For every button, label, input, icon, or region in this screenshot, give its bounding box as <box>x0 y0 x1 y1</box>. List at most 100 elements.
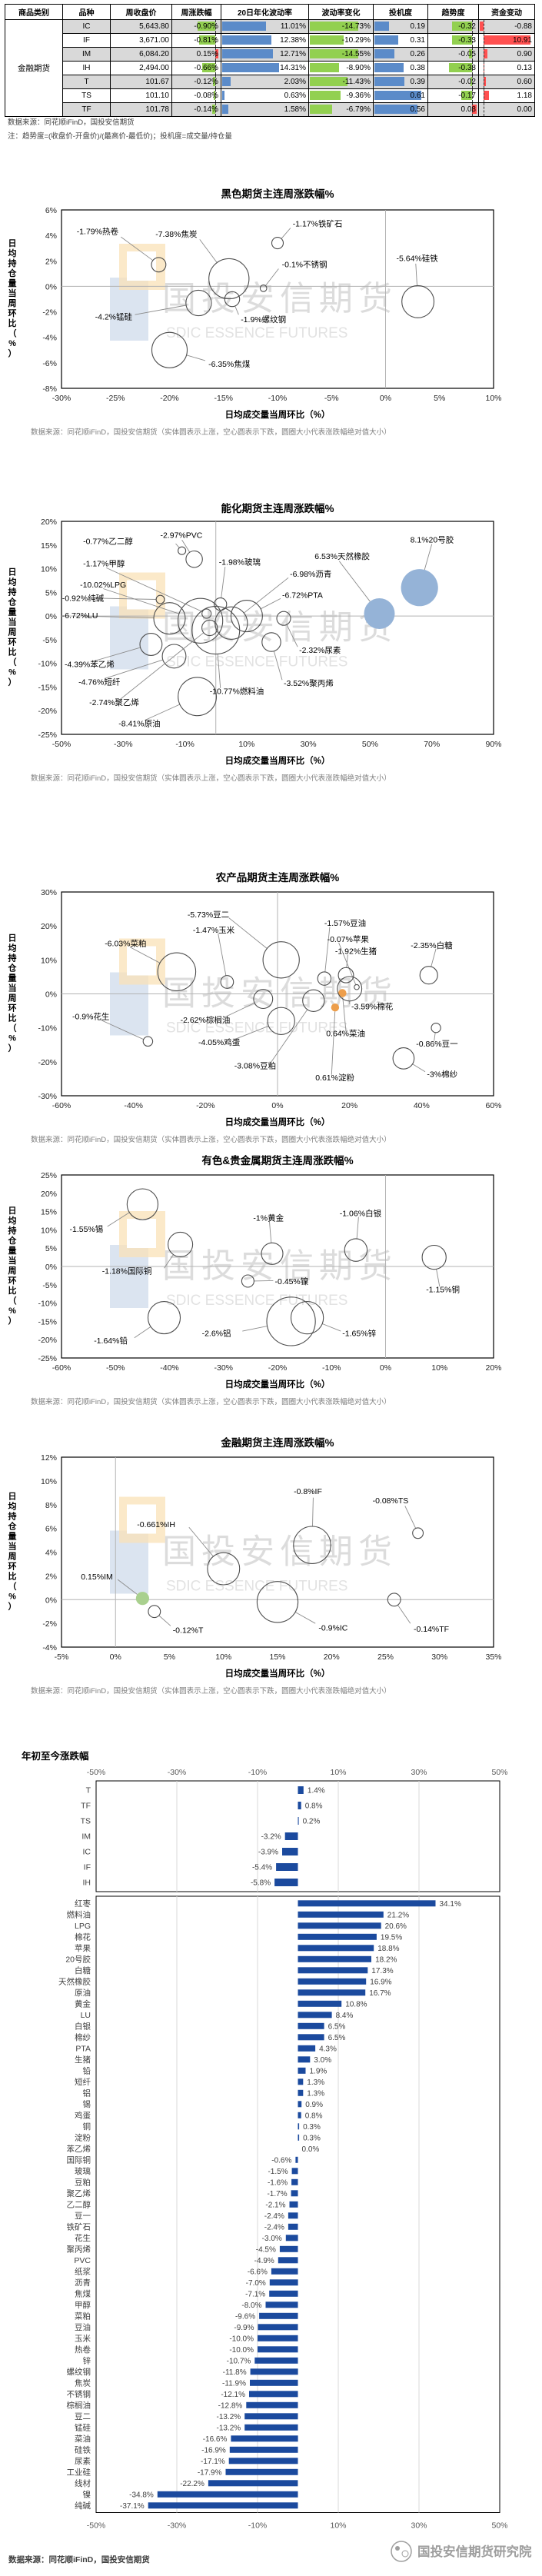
bar-value-豆一: -2.4% <box>264 2212 284 2221</box>
bubble-label-不锈钢: -0.1%不锈钢 <box>282 260 328 270</box>
bar-value-聚乙烯: -1.7% <box>267 2190 287 2198</box>
x-tick: 10% <box>238 740 254 749</box>
x-tick: -40% <box>124 1101 143 1110</box>
bubble-chart-energy-svg: 能化期货主连周涨跌幅% 国投安信期货 SDIC ESSENCE FUTURES -50… <box>8 502 502 783</box>
leader-line-玉米 <box>218 933 227 976</box>
bubble-label-白糖: -2.35%白糖 <box>411 940 453 950</box>
y-axis-title-char: 比 <box>8 1571 17 1582</box>
bar-燃料油 <box>298 1911 384 1918</box>
bar-value-铜: 0.3% <box>303 2123 321 2132</box>
bar-value-原油: 16.7% <box>369 1989 391 1998</box>
x-tick: -10% <box>268 394 288 403</box>
bar-螺纹钢 <box>250 2368 298 2375</box>
bubble-label-生猪: -1.92%生猪 <box>335 946 377 956</box>
bar-TF <box>298 1802 301 1809</box>
y-axis-title-char: 持 <box>8 1511 17 1522</box>
bar-category-豆粕: 豆粕 <box>75 2177 91 2187</box>
close-cell: 2,494.00 <box>110 61 172 75</box>
table-row-IM: IM 6,084.20 0.15% 12.71% -14.55% 0.26 -0.05 0.9… <box>5 47 535 62</box>
y-axis-title-char: % <box>8 1034 16 1043</box>
bubble-苹果 <box>354 983 360 990</box>
bar-value-燃料油: 21.2% <box>387 1911 409 1919</box>
bar-category-黄金: 黄金 <box>75 1999 91 2009</box>
bubble-label-短纤: -4.76%短纤 <box>78 677 121 687</box>
chart-source-note: 数据来源：同花顺iFinD，国投安信期货（实体圆表示上涨，空心圆表示下跌，圆圈大… <box>31 428 391 437</box>
y-axis-title-char: % <box>8 1593 16 1602</box>
bar-value-苹果: 18.8% <box>377 1945 399 1953</box>
x-tick: 70% <box>424 740 440 749</box>
y-tick: 15% <box>41 1208 57 1217</box>
bubble-铝 <box>266 1296 316 1346</box>
bar-category-原油: 原油 <box>75 1988 91 1998</box>
x-tick: 35% <box>485 1652 501 1662</box>
y-axis-title-char: （ <box>8 657 17 667</box>
ytd-bar-chart-svg: 年初至今涨跌幅 -50% -30% -10% 10% 30% 50% T 1.4% TF 0.8% T… <box>8 1750 532 2564</box>
bar-白银 <box>298 2022 324 2029</box>
bar-category-玻璃: 玻璃 <box>75 2166 91 2176</box>
bar-value-IH: -5.8% <box>251 1879 271 1888</box>
bubble-label-乙二醇: -0.77%乙二醇 <box>83 537 133 547</box>
bar-value-淀粉: 0.3% <box>303 2134 321 2142</box>
bar-value-白银: 6.5% <box>328 2022 346 2031</box>
bar-不锈钢 <box>249 2391 298 2398</box>
y-tick: 10% <box>41 1226 57 1235</box>
bar-乙二醇 <box>289 2201 298 2208</box>
bar-聚乙烯 <box>291 2190 298 2197</box>
leader-line-热卷 <box>121 236 154 261</box>
leader-line-LPG <box>103 588 180 614</box>
brand-logo-icon <box>391 2541 412 2562</box>
bubble-chart-financial: 金融期货主连周涨跌幅% 国投安信期货 SDIC ESSENCE FUTURES -5%… <box>0 1434 542 1703</box>
bubble-锰硅 <box>185 289 212 317</box>
y-tick: 20% <box>41 922 57 931</box>
close-cell: 101.10 <box>110 88 172 103</box>
x-tick-bottom: 30% <box>411 2521 427 2531</box>
y-axis-title-char: ） <box>8 1043 17 1053</box>
bar-生猪 <box>298 2056 311 2063</box>
bar-category-鸡蛋: 鸡蛋 <box>75 2110 91 2120</box>
x-tick: -30% <box>168 1768 187 1777</box>
y-axis-title-char: 环 <box>8 1562 17 1572</box>
leader-line-短纤 <box>105 659 164 679</box>
bar-线材 <box>208 2480 298 2487</box>
y-tick: 6% <box>45 206 57 215</box>
bar-白糖 <box>298 1967 368 1974</box>
bar-value-TF: 0.8% <box>305 1802 323 1811</box>
y-tick: 20% <box>41 1190 57 1199</box>
table-row-TS: TS 101.10 -0.08% 0.63% -9.36% 0.61 -0.17 1.18 <box>5 88 535 103</box>
bar-category-IM: IM <box>81 1832 91 1842</box>
bar-category-棉纱: 棉纱 <box>75 2032 91 2042</box>
y-tick: -5% <box>42 1281 57 1290</box>
bar-category-豆一: 豆一 <box>75 2212 91 2221</box>
column-header: 资金变动 <box>478 4 535 20</box>
bar-value-聚丙烯: -4.5% <box>256 2245 276 2254</box>
leader-line-菜粕 <box>129 947 161 964</box>
x-axis-title: 日均成交量当周环比（%） <box>225 1668 331 1679</box>
bar-短纤 <box>298 2078 304 2085</box>
bar-value-焦煤: -7.1% <box>245 2290 265 2298</box>
bar-IF <box>276 1863 298 1871</box>
y-tick: -8% <box>42 384 57 394</box>
bubble-label-聚乙烯: -2.74%聚乙烯 <box>89 697 139 707</box>
bar-value-白糖: 17.3% <box>371 1967 393 1975</box>
leader-line-纯碱 <box>92 597 157 600</box>
y-tick: -4% <box>42 1643 57 1652</box>
bar-value-尿素: -17.1% <box>201 2458 225 2466</box>
bubble-label-棕榈油: -2.62%棕榈油 <box>181 1015 231 1025</box>
bar-category-白银: 白银 <box>75 2021 91 2031</box>
leader-line-IH <box>188 1526 214 1557</box>
bar-豆油 <box>258 2324 298 2331</box>
symbol-cell: TS <box>62 88 111 103</box>
leader-line-铁矿石 <box>281 228 291 239</box>
leader-line-棉纱 <box>412 1063 426 1073</box>
bar-IH <box>274 1879 298 1886</box>
bar-黄金 <box>298 2000 342 2007</box>
leader-line-豆一 <box>434 1032 436 1041</box>
bar-category-聚丙烯: 聚丙烯 <box>67 2244 91 2254</box>
bar-value-IM: -3.2% <box>261 1833 281 1842</box>
bar-value-铁矿石: -2.4% <box>264 2223 284 2232</box>
y-tick: 4% <box>45 231 57 241</box>
bar-国际铜 <box>295 2156 298 2163</box>
x-tick: -25% <box>106 394 125 403</box>
cell-spec: 0.31 <box>373 33 428 48</box>
y-axis-title-char: 仓 <box>8 268 18 278</box>
